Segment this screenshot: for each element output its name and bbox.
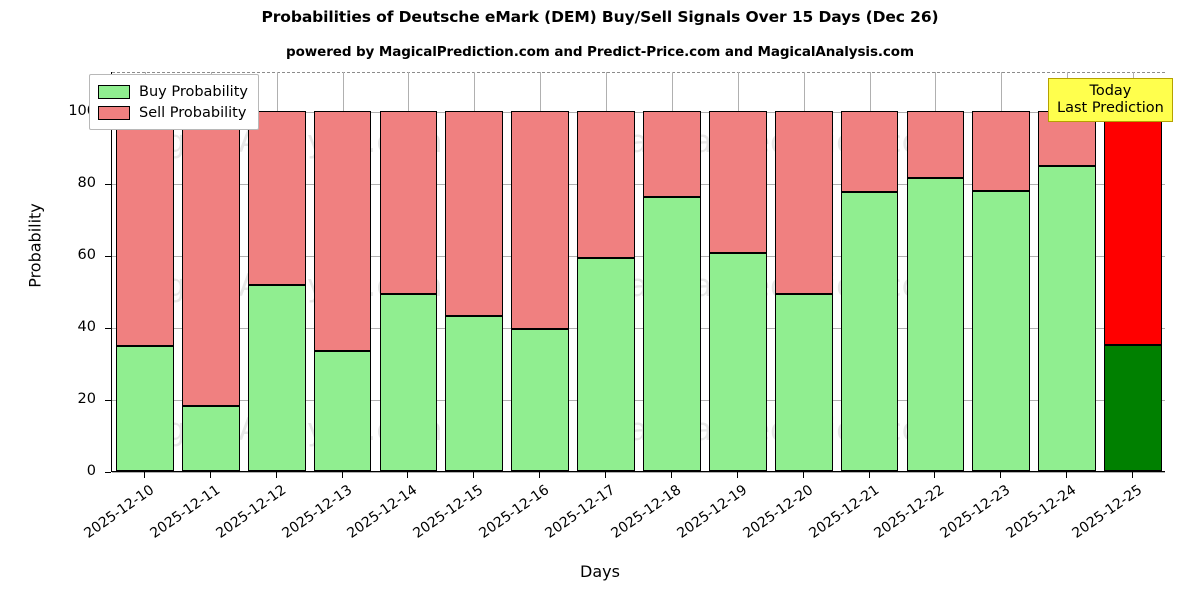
bar-2025-12-19[interactable] bbox=[708, 71, 767, 471]
bar-segment-sell bbox=[643, 110, 701, 198]
x-tick-mark bbox=[670, 472, 672, 478]
legend-label: Sell Probability bbox=[139, 104, 247, 121]
bar-2025-12-16[interactable] bbox=[511, 71, 569, 471]
plot-area: MagicalAnalysis.comMagicalAnalysis.comMa… bbox=[111, 71, 1165, 473]
bar-segment-sell bbox=[247, 110, 306, 286]
x-tick-mark bbox=[1132, 472, 1134, 478]
bar-segment-sell bbox=[972, 110, 1031, 191]
bar-segment-buy bbox=[774, 294, 833, 471]
bar-2025-12-14[interactable] bbox=[379, 71, 438, 471]
bar-2025-12-18[interactable] bbox=[643, 71, 701, 471]
y-tick-mark bbox=[105, 327, 111, 329]
x-tick-mark bbox=[539, 472, 541, 478]
bar-2025-12-17[interactable] bbox=[577, 71, 635, 471]
y-tick-mark bbox=[105, 399, 111, 401]
y-tick-label: 20 bbox=[77, 390, 96, 407]
gridline-y-60 bbox=[112, 255, 1165, 257]
bar-segment-sell bbox=[906, 110, 965, 179]
bar-2025-12-10[interactable] bbox=[116, 71, 174, 471]
bar-segment-buy bbox=[577, 257, 635, 471]
legend-swatch bbox=[98, 105, 130, 120]
chart-title: Probabilities of Deutsche eMark (DEM) Bu… bbox=[261, 8, 939, 26]
gridline-y-80 bbox=[112, 183, 1165, 185]
gridline-y-100 bbox=[112, 111, 1165, 113]
bar-segment-sell bbox=[1104, 110, 1162, 345]
bar-segment-buy bbox=[313, 350, 372, 471]
bar-segment-buy bbox=[1104, 344, 1162, 471]
bar-2025-12-13[interactable] bbox=[313, 71, 372, 471]
upper-limit-dashed-line bbox=[112, 72, 1165, 73]
bar-segment-buy bbox=[181, 406, 240, 471]
legend-label: Buy Probability bbox=[139, 83, 248, 100]
x-tick-mark bbox=[473, 472, 475, 478]
y-tick-mark bbox=[105, 472, 111, 473]
bar-2025-12-20[interactable] bbox=[774, 71, 833, 471]
bar-segment-sell bbox=[116, 110, 174, 346]
x-tick-mark bbox=[407, 472, 409, 478]
bar-2025-12-11[interactable] bbox=[181, 71, 240, 471]
x-tick-mark bbox=[1000, 472, 1002, 478]
bar-2025-12-25[interactable] bbox=[1104, 71, 1162, 471]
bar-segment-buy bbox=[247, 285, 306, 471]
bar-segment-buy bbox=[708, 252, 767, 471]
bar-segment-buy bbox=[972, 191, 1031, 471]
x-tick-mark bbox=[736, 472, 738, 478]
bar-2025-12-12[interactable] bbox=[247, 71, 306, 471]
today-label-line1: Today bbox=[1089, 83, 1132, 99]
x-tick-mark bbox=[275, 472, 277, 478]
bar-segment-buy bbox=[379, 293, 438, 471]
bar-2025-12-22[interactable] bbox=[906, 71, 965, 471]
bar-segment-sell bbox=[313, 110, 372, 351]
x-tick-mark bbox=[209, 472, 211, 478]
y-tick-label: 40 bbox=[77, 318, 96, 335]
bar-segment-buy bbox=[1038, 166, 1096, 471]
gridline-y-40 bbox=[112, 327, 1165, 329]
bar-segment-sell bbox=[181, 110, 240, 407]
chart-legend: Buy Probability Sell Probability bbox=[89, 74, 259, 130]
x-tick-mark bbox=[868, 472, 870, 478]
bar-segment-sell bbox=[577, 110, 635, 258]
x-axis-label: Days bbox=[580, 562, 620, 581]
bar-segment-sell bbox=[511, 110, 569, 330]
bar-segment-sell bbox=[708, 110, 767, 253]
legend-item-sell: Sell Probability bbox=[98, 102, 248, 123]
x-tick-mark bbox=[1066, 472, 1068, 478]
y-tick-mark bbox=[105, 255, 111, 257]
today-label-line2: Last Prediction bbox=[1057, 99, 1164, 116]
y-tick-label: 60 bbox=[77, 246, 96, 263]
today-annotation: Today Last Prediction bbox=[1048, 78, 1173, 123]
bar-segment-buy bbox=[840, 191, 899, 471]
bar-2025-12-23[interactable] bbox=[972, 71, 1031, 471]
x-tick-mark bbox=[934, 472, 936, 478]
bar-segment-buy bbox=[445, 315, 504, 471]
chart-subtitle: powered by MagicalPrediction.com and Pre… bbox=[286, 44, 914, 60]
bar-2025-12-24[interactable] bbox=[1038, 71, 1096, 471]
bar-segment-sell bbox=[774, 110, 833, 295]
bar-2025-12-21[interactable] bbox=[840, 71, 899, 471]
bar-segment-sell bbox=[840, 110, 899, 192]
y-axis-label: Probability bbox=[25, 203, 45, 288]
x-tick-mark bbox=[341, 472, 343, 478]
y-tick-label: 80 bbox=[77, 174, 96, 191]
x-tick-mark bbox=[605, 472, 607, 478]
legend-item-buy: Buy Probability bbox=[98, 81, 248, 102]
y-tick-label: 0 bbox=[86, 463, 96, 479]
bar-segment-sell bbox=[379, 110, 438, 294]
bar-2025-12-15[interactable] bbox=[445, 71, 504, 471]
gridline-y-0 bbox=[112, 472, 1165, 473]
x-tick-mark bbox=[802, 472, 804, 478]
y-tick-mark bbox=[105, 183, 111, 185]
bar-segment-buy bbox=[906, 178, 965, 471]
bar-segment-buy bbox=[511, 329, 569, 471]
bar-segment-buy bbox=[643, 197, 701, 471]
x-tick-mark bbox=[143, 472, 145, 478]
legend-swatch bbox=[98, 84, 130, 99]
gridline-y-20 bbox=[112, 399, 1165, 401]
bar-segment-sell bbox=[445, 110, 504, 316]
bar-segment-buy bbox=[116, 345, 174, 471]
